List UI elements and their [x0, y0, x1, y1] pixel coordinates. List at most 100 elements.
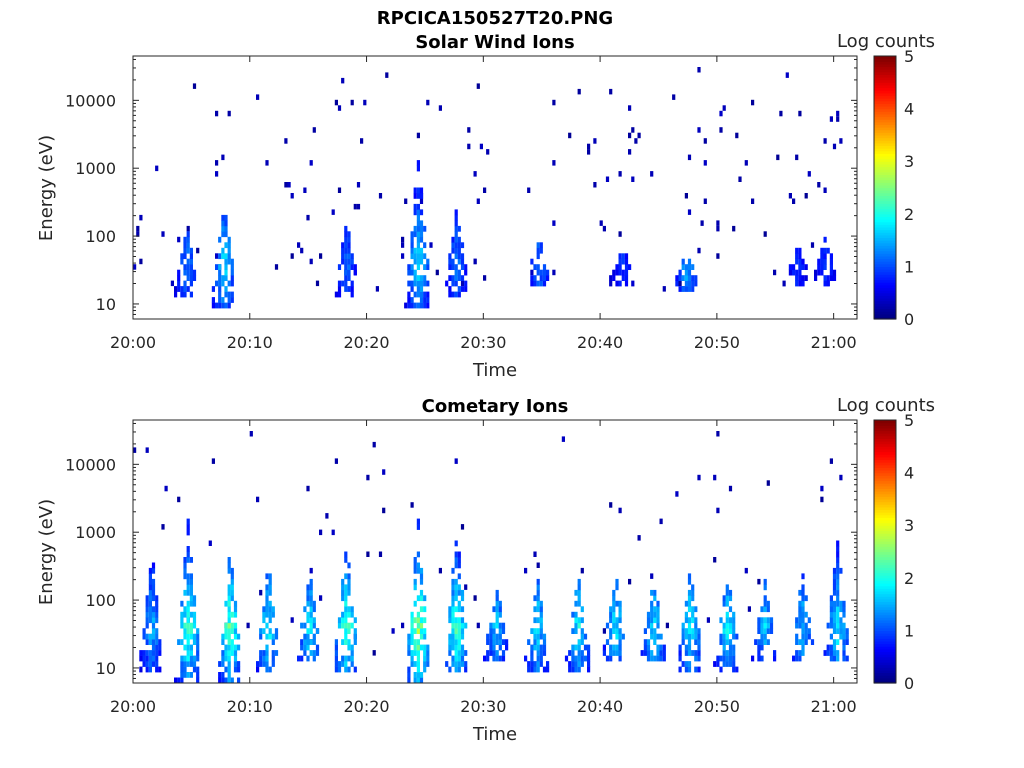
solar-wind-colorbar-swatch [874, 274, 896, 278]
heatmap-cell [836, 622, 840, 629]
heatmap-cell [350, 611, 354, 618]
heatmap-cell [265, 595, 269, 602]
heatmap-cell [237, 677, 241, 684]
heatmap-cell [151, 622, 156, 629]
solar-wind-colorbar-swatch [874, 71, 896, 76]
heatmap-cell [186, 225, 190, 232]
heatmap-cell [344, 633, 348, 640]
heatmap-cell [662, 644, 666, 651]
heatmap-cell [259, 661, 263, 667]
cometary-colorbar-swatch [874, 451, 896, 455]
heatmap-cell [612, 589, 616, 596]
heatmap-cell [224, 291, 228, 298]
heatmap-cell [227, 589, 231, 596]
heatmap-cell [341, 77, 345, 84]
cometary-plot-frame [132, 419, 858, 684]
heatmap-cell [410, 236, 414, 243]
heatmap-cell [218, 253, 222, 260]
heatmap-cell [722, 622, 726, 629]
heatmap-cell [599, 220, 603, 226]
heatmap-cell [583, 633, 588, 640]
heatmap-cell [694, 606, 698, 613]
solar-wind-colorbar-swatch [874, 253, 896, 257]
heatmap-cell [334, 644, 338, 651]
heatmap-cell [230, 584, 234, 591]
heatmap-cell [438, 105, 442, 111]
heatmap-cell [725, 600, 729, 607]
heatmap-cell [810, 639, 815, 645]
heatmap-cell [807, 628, 811, 634]
heatmap-cell [728, 639, 733, 645]
heatmap-cell [454, 275, 458, 281]
cometary-colorbar-swatch [874, 456, 896, 461]
heatmap-cell [407, 666, 411, 673]
heatmap-cell [221, 639, 225, 645]
heatmap-cell [829, 617, 833, 624]
heatmap-cell [836, 628, 840, 634]
heatmap-cell [763, 606, 767, 613]
heatmap-cell [265, 606, 269, 613]
heatmap-cell [820, 247, 824, 254]
heatmap-cell [186, 584, 190, 591]
heatmap-cell [155, 644, 159, 651]
heatmap-cell [224, 225, 228, 232]
heatmap-cell [486, 650, 490, 656]
heatmap-cell [344, 231, 348, 238]
solar-wind-colorbar-swatch [874, 140, 896, 144]
heatmap-cell [836, 589, 840, 596]
heatmap-cell [687, 633, 692, 640]
heatmap-cell [706, 617, 710, 623]
heatmap-cell [196, 628, 200, 634]
solar-wind-colorbar-swatch [874, 84, 896, 89]
heatmap-cell [801, 611, 805, 618]
heatmap-cell [650, 633, 654, 640]
heatmap-cell [634, 138, 638, 144]
cometary-colorbar-swatch [874, 538, 896, 542]
heatmap-cell [495, 611, 499, 618]
heatmap-cell [148, 650, 152, 656]
heatmap-cell [533, 280, 537, 287]
heatmap-cell [747, 606, 751, 612]
heatmap-cell [687, 606, 692, 613]
heatmap-cell [829, 116, 833, 122]
heatmap-cell [476, 83, 480, 89]
heatmap-cell [451, 661, 455, 667]
heatmap-cell [303, 650, 307, 656]
heatmap-cell [681, 264, 685, 270]
heatmap-cell [189, 622, 193, 629]
heatmap-cell [536, 639, 540, 645]
heatmap-cell [419, 628, 424, 634]
heatmap-cell [725, 655, 729, 662]
heatmap-cell [227, 661, 231, 667]
heatmap-cell [363, 99, 367, 106]
heatmap-cell [350, 264, 354, 270]
solar-wind-colorbar-swatch [874, 176, 896, 181]
heatmap-cell [457, 606, 461, 613]
heatmap-cell [542, 650, 547, 656]
heatmap-cell [344, 595, 348, 602]
heatmap-cell [804, 639, 808, 645]
heatmap-cell [577, 655, 581, 662]
heatmap-cell [722, 661, 726, 667]
heatmap-cell [820, 253, 824, 260]
heatmap-cell [703, 138, 707, 144]
heatmap-cell [454, 562, 458, 569]
heatmap-cell [407, 644, 411, 651]
heatmap-cell [315, 628, 320, 634]
heatmap-cell [177, 286, 181, 292]
heatmap-cell [186, 242, 190, 249]
cometary-colorbar-swatch [874, 427, 896, 432]
heatmap-cell [337, 617, 342, 624]
heatmap-cell [426, 291, 430, 298]
heatmap-cell [416, 551, 420, 558]
cometary-colorbar-swatch [874, 446, 896, 450]
heatmap-cell [419, 573, 424, 580]
heatmap-cell [653, 655, 657, 662]
heatmap-cell [221, 672, 225, 678]
heatmap-cell [795, 269, 799, 276]
heatmap-cell [451, 633, 455, 640]
heatmap-cell [196, 666, 200, 673]
heatmap-cell [196, 247, 200, 254]
heatmap-cell [650, 171, 654, 177]
